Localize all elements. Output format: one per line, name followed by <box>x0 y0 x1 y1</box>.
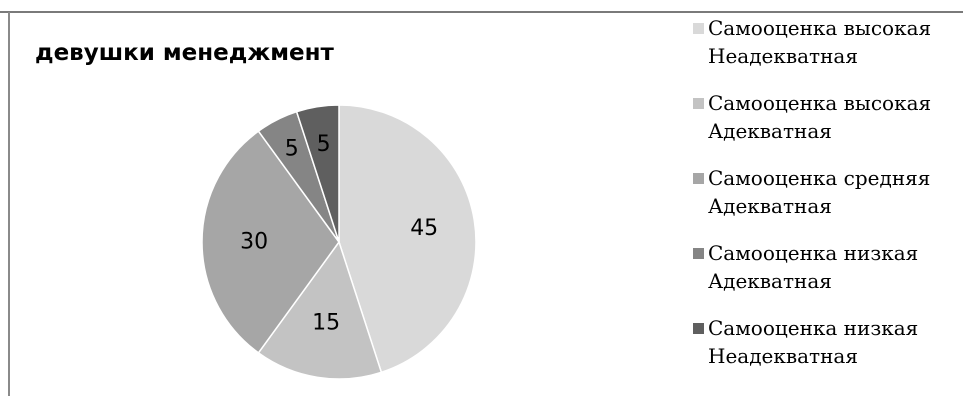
data-label-1: 45 <box>410 216 438 241</box>
frame-top-border <box>0 11 963 13</box>
legend-entry-5: Самооценка низкая Неадекватная <box>693 314 961 389</box>
pie-slice-3 <box>201 130 340 354</box>
legend-swatch-1 <box>693 23 704 34</box>
legend-swatch-5 <box>693 323 704 334</box>
legend-label-5-line-2: Неадекватная <box>708 344 858 368</box>
legend-label-4-line-1: Самооценка низкая <box>708 241 919 265</box>
legend-swatch-4 <box>693 248 704 259</box>
legend-label-1-line-2: Неадекватная <box>708 44 858 68</box>
legend-label-3-line-1: Самооценка средняя <box>708 166 931 190</box>
data-label-2: 15 <box>312 311 340 336</box>
data-label-4: 5 <box>285 137 299 162</box>
legend-entry-3: Самооценка средняя Адекватная <box>693 164 961 239</box>
pie-slice-2 <box>257 240 383 380</box>
data-label-5: 5 <box>317 132 331 157</box>
legend-label-5-line-1: Самооценка низкая <box>708 316 919 340</box>
legend-label-2-line-1: Самооценка высокая <box>708 91 932 115</box>
legend-entry-4: Самооценка низкая Адекватная <box>693 239 961 314</box>
legend-label-4-line-2: Адекватная <box>708 269 832 293</box>
data-label-3: 30 <box>240 230 268 255</box>
legend-swatch-3 <box>693 173 704 184</box>
legend: Самооценка высокая Неадекватная Самооценка… <box>693 14 961 389</box>
chart-title: девушки менеджмент <box>35 40 334 66</box>
legend-entry-1: Самооценка высокая Неадекватная <box>693 14 961 89</box>
legend-label-2-line-2: Адекватная <box>708 119 832 143</box>
pie-slice-1 <box>338 104 477 374</box>
legend-swatch-2 <box>693 98 704 109</box>
legend-entry-2: Самооценка высокая Адекватная <box>693 89 961 164</box>
pie-slice-5 <box>295 104 340 243</box>
legend-label-1-line-1: Самооценка высокая <box>708 16 932 40</box>
legend-label-3-line-2: Адекватная <box>708 194 832 218</box>
frame-left-border <box>8 12 10 396</box>
